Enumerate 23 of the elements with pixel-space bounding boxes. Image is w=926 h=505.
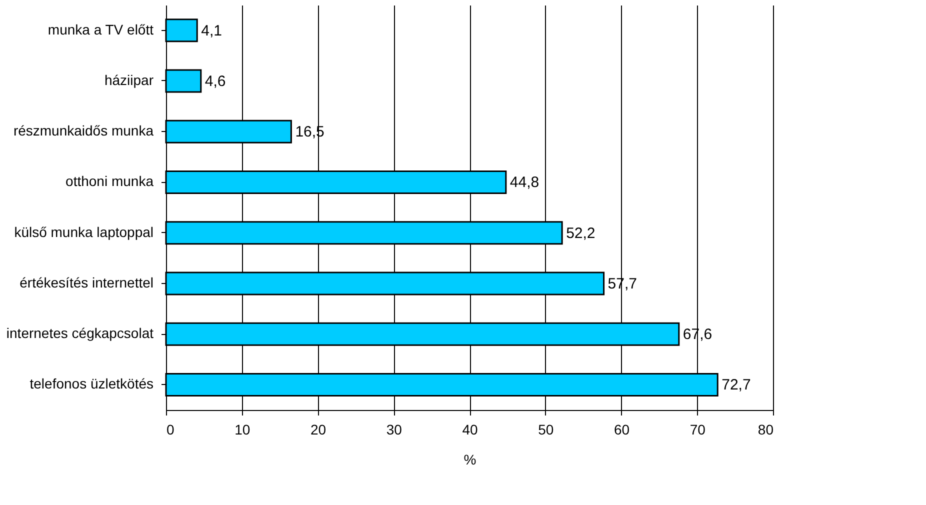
data-label: 72,7 [722,376,751,394]
x-tick-label: 80 [758,422,774,438]
x-tick-label: 60 [614,422,630,438]
y-tick-label: részmunkaidős munka [13,122,154,139]
y-tick-label: értékesítés internettel [20,274,154,290]
x-axis-title: % [464,452,476,468]
x-tick-label: 40 [462,422,478,438]
x-tick-label: 30 [386,422,402,438]
x-tick-label: 0 [166,422,174,438]
x-tick-label: 70 [690,422,706,438]
y-tick-label: külső munka laptoppal [14,224,154,240]
data-label: 4,6 [204,72,226,90]
data-label: 52,2 [566,224,596,242]
y-tick-label: otthoni munka [66,173,154,190]
x-tick-label: 10 [234,422,250,438]
y-tick-label: telefonos üzletkötés [30,376,154,392]
x-tick-label: 20 [310,422,326,438]
y-tick-label: háziipar [104,72,154,88]
data-label: 4,1 [201,22,222,40]
y-tick-label: internetes cégkapcsolat [6,325,154,342]
data-label: 44,8 [510,174,540,192]
y-tick-label: munka a TV előtt [48,21,154,38]
x-tick-label: 50 [538,422,554,438]
